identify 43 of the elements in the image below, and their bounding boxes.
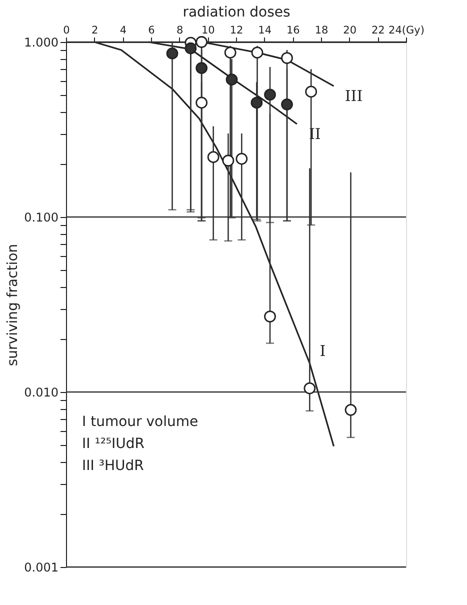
- y-tick-label: 0.010: [24, 386, 58, 400]
- point: [304, 382, 316, 394]
- point: [196, 96, 208, 109]
- point: [344, 404, 357, 416]
- point: [226, 74, 238, 86]
- point: [251, 46, 264, 59]
- point: [264, 88, 276, 101]
- point: [196, 36, 208, 48]
- annotation: II ¹²⁵IUdR: [82, 436, 145, 452]
- point: [222, 154, 234, 167]
- x-tick-label: 20: [343, 24, 357, 36]
- x-tick-label: 24(Gy): [388, 24, 424, 36]
- x-tick-label: 18: [314, 24, 328, 36]
- series-label: III: [344, 87, 363, 106]
- x-tick-label: 16: [286, 24, 300, 36]
- point: [166, 48, 178, 60]
- x-tick-label: 22: [371, 24, 385, 36]
- x-tick-label: 8: [176, 24, 184, 36]
- x-tick-label: 4: [120, 24, 127, 36]
- point: [281, 52, 293, 64]
- point: [281, 98, 293, 110]
- x-tick-label: 14: [258, 24, 272, 36]
- y-axis-title: surviving fraction: [5, 244, 22, 366]
- y-tick-label: 0.001: [24, 560, 58, 574]
- x-tick-label: 2: [91, 24, 98, 36]
- series-label: I: [320, 342, 326, 360]
- annotation: I tumour volume: [82, 414, 198, 430]
- x-tick-label: 0: [63, 24, 70, 36]
- y-tick-label: 1.000: [24, 36, 58, 50]
- point: [236, 152, 248, 165]
- point: [196, 62, 208, 74]
- point: [207, 151, 220, 164]
- x-tick-label: 10: [201, 24, 215, 36]
- point: [224, 46, 236, 59]
- annotation: III ³HUdR: [82, 458, 144, 474]
- x-tick-label: 12: [230, 24, 244, 36]
- point: [305, 86, 318, 98]
- x-tick-label: 6: [148, 24, 156, 36]
- y-tick-label: 0.100: [24, 210, 58, 224]
- point: [264, 310, 276, 322]
- point: [184, 42, 197, 54]
- x-axis-title: radiation doses: [182, 4, 290, 20]
- point: [250, 96, 263, 109]
